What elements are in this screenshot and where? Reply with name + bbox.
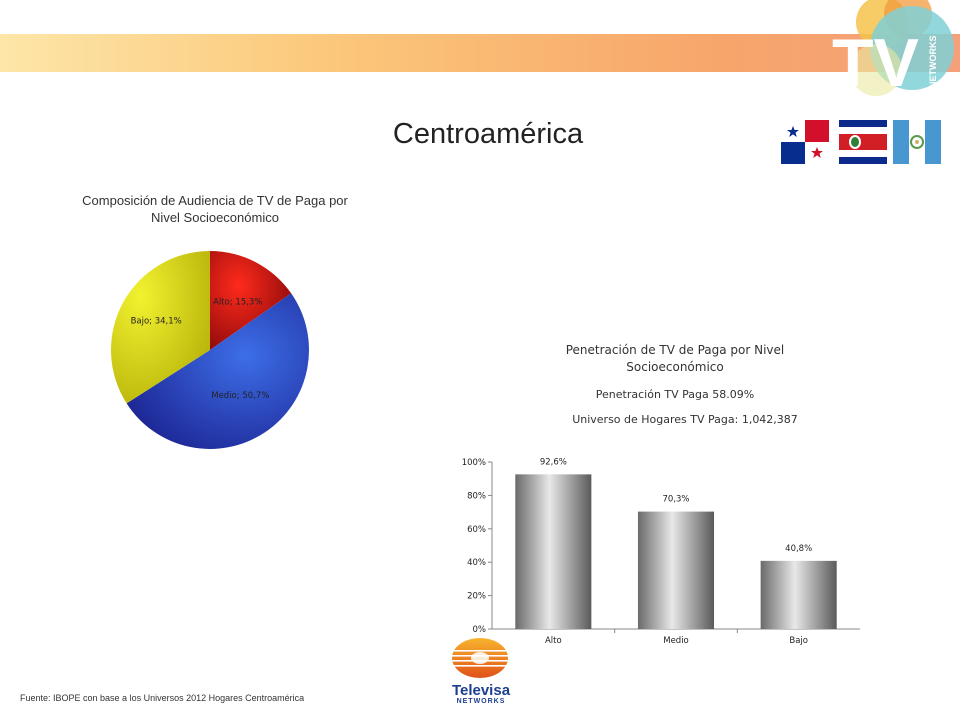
pie-label-bajo: Bajo; 34,1% [131, 317, 182, 327]
pie-chart-title: Composición de Audiencia de TV de Paga p… [82, 193, 348, 225]
x-tick-label: Alto [545, 636, 562, 646]
y-tick-label: 100% [462, 458, 486, 468]
pie-slice-alto [210, 251, 292, 350]
y-tick-label: 80% [467, 491, 486, 501]
tv-logo-sub: NETWORKS [928, 36, 938, 89]
bar-chart-subtitle-penetration: Penetración TV Paga 58.09% [595, 388, 755, 401]
tv-logo-text: TV [832, 25, 919, 96]
pie-chart: Alto; 15,3% Medio; 50,7% Bajo; 34,1% [111, 251, 309, 450]
bar-value-label: 40,8% [785, 544, 812, 554]
panama-flag-icon [781, 120, 829, 164]
page-title: Centroamérica [392, 118, 584, 150]
y-tick-label: 60% [467, 525, 486, 535]
tv-networks-logo: TV NETWORKS [832, 0, 954, 96]
televisa-brand: Televisa [451, 682, 511, 699]
bar-value-label: 70,3% [662, 495, 689, 505]
x-tick-label: Medio [663, 636, 689, 646]
y-tick-label: 0% [473, 625, 487, 635]
costa-rica-flag-icon [839, 120, 887, 164]
bar-medio [637, 511, 715, 629]
televisa-brand-sub: NETWORKS [456, 698, 506, 705]
x-tick-label: Bajo [789, 636, 808, 646]
pie-slice-medio [126, 293, 309, 450]
source-note: Fuente: IBOPE con base a los Universos 2… [20, 693, 305, 703]
y-tick-label: 40% [467, 558, 486, 568]
bar-value-label: 92,6% [540, 457, 567, 467]
bar-chart-title: Penetración de TV de Paga por Nivel Soci… [565, 343, 785, 374]
guatemala-flag-icon [893, 120, 941, 164]
pie-slice-bajo [111, 251, 210, 404]
televisa-logo [452, 638, 508, 678]
pie-label-alto: Alto; 15,3% [213, 298, 262, 308]
y-tick-label: 20% [467, 592, 486, 602]
bar-chart-subtitle-universe: Universo de Hogares TV Paga: 1,042,387 [572, 413, 798, 426]
pie-label-medio: Medio; 50,7% [211, 391, 269, 401]
bar-bajo [760, 560, 837, 629]
bar-alto [515, 474, 592, 629]
bar-chart: 0% 20% 40% 60% 80% 100% 92,6% Alto 70,3% Medio 40,… [462, 457, 860, 646]
header-band [0, 34, 960, 72]
